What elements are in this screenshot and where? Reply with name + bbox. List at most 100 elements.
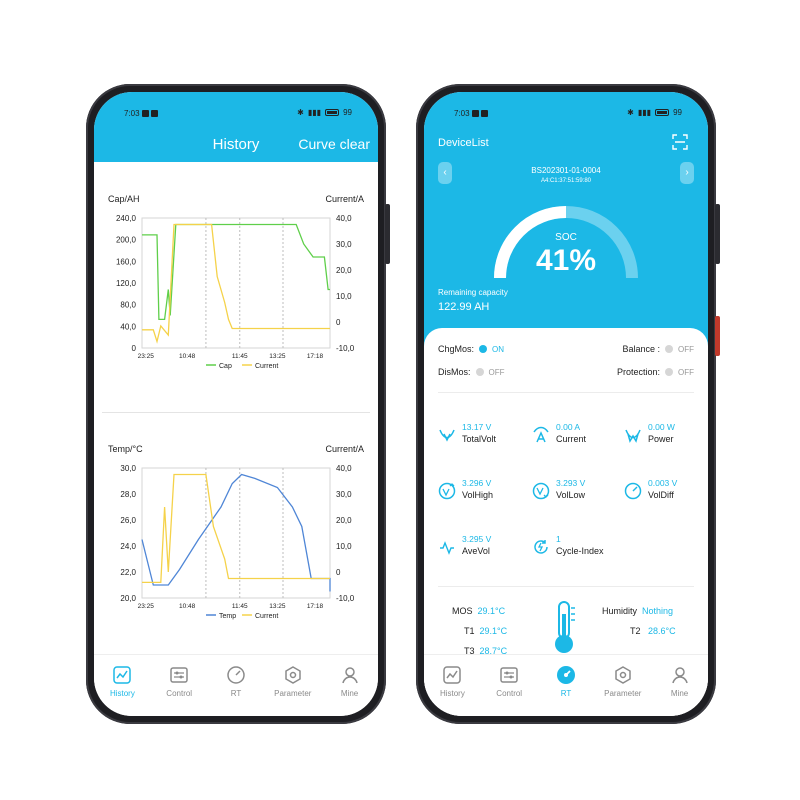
battery-level: 99: [673, 108, 682, 117]
vol-high-icon: [438, 482, 456, 500]
metric-label: VolHigh: [462, 490, 494, 500]
balance-row: Balance : OFF: [622, 344, 694, 354]
protection-row: Protection: OFF: [617, 367, 694, 377]
t3-temp: T3 28.7°C: [464, 646, 508, 656]
soc-value: 41%: [535, 244, 597, 277]
plot-frame: [141, 467, 331, 599]
total-volt-icon: [439, 429, 455, 442]
history-header: History Curve clear: [94, 92, 378, 162]
device-list-button[interactable]: DeviceList: [438, 137, 489, 149]
side-button: [385, 204, 390, 264]
tab-label: Mine: [340, 689, 359, 698]
left-tick-label: 24,0: [120, 542, 136, 551]
tab-control[interactable]: Control: [481, 665, 538, 716]
cap-current-chart: 240,0 200,0 160,0 120,0 80,0 40,0 0 40,0 30,0 20,…: [116, 214, 355, 370]
temp-current-chart: 30,0 28,0 26,0 24,0 22,0 20,0 40,0 30,0 20,0 10,0…: [120, 464, 355, 620]
rt-gauge-icon: [556, 666, 575, 684]
thermometer-icon: [555, 601, 575, 653]
t2-temp: T2 28.6°C: [630, 626, 676, 636]
chart2-left-axis-label: Temp/°C: [108, 444, 143, 454]
next-device-button[interactable]: ›: [680, 162, 694, 184]
metric-label: VolDiff: [648, 490, 674, 500]
right-tick-label: 30,0: [336, 490, 352, 499]
chart1-right-axis-label: Current/A: [325, 194, 364, 204]
soc-gauge-fill: [494, 206, 567, 279]
section-divider: [438, 392, 694, 393]
chart1-left-axis-label: Cap/AH: [108, 194, 140, 204]
signal-icon: ▮▮▮: [307, 108, 322, 117]
history-icon: [113, 666, 132, 684]
metric-label: Power: [648, 434, 674, 444]
left-tick-label: 30,0: [120, 464, 136, 473]
metric-label: Current: [556, 434, 587, 444]
phone-history: History Curve clear 7:03 ✱ ▮▮▮ 99 Cap/AH C…: [86, 84, 390, 724]
chgmos-state: ON: [492, 344, 505, 354]
chart2-right-axis-label: Current/A: [325, 444, 364, 454]
status-bar: 7:03 ✱ ▮▮▮ 99: [424, 92, 708, 132]
tab-label: RT: [230, 689, 242, 698]
bluetooth-icon: ✱: [297, 108, 304, 117]
ave-vol-icon: [440, 541, 454, 555]
x-tick-label: 10:48: [179, 603, 196, 610]
battery-icon: [325, 109, 340, 116]
metric-value: 13.17 V: [462, 422, 492, 432]
right-tick-label: 10,0: [336, 542, 352, 551]
bottom-tab-bar: History Control RT Parameter Mine: [94, 654, 378, 716]
right-tick-label: -10,0: [336, 594, 355, 603]
metric-vollow: 3.293 V VolLow: [532, 478, 622, 510]
chgmos-toggle[interactable]: [479, 345, 488, 353]
series-line-current: [142, 223, 330, 344]
left-tick-label: 200,0: [116, 236, 137, 245]
right-tick-label: 10,0: [336, 292, 352, 301]
right-tick-label: 20,0: [336, 516, 352, 525]
tab-label: Control: [496, 689, 523, 698]
tab-history[interactable]: History: [424, 665, 481, 716]
tab-label: Parameter: [274, 689, 312, 698]
bluetooth-icon: ✱: [627, 108, 634, 117]
rt-gauge-icon: [227, 666, 245, 684]
dismos-toggle[interactable]: [475, 368, 484, 376]
left-tick-label: 40,0: [120, 322, 136, 331]
tab-mine[interactable]: Mine: [321, 665, 378, 716]
metric-avevol: 3.295 V AveVol: [438, 534, 528, 566]
right-tick-label: 0: [336, 568, 341, 577]
tab-parameter[interactable]: Parameter: [594, 665, 651, 716]
curve-clear-button[interactable]: Curve clear: [298, 136, 370, 152]
metric-value: 0.00 A: [556, 422, 581, 432]
realtime-panel: ChgMos: ON DisMos: OFF Balance : OFF Pro…: [424, 328, 708, 716]
x-tick-label: 11:45: [232, 603, 248, 610]
metric-volhigh: 3.296 V VolHigh: [438, 478, 528, 510]
left-tick-label: 80,0: [120, 301, 136, 310]
protection-label: Protection:: [616, 367, 660, 377]
previous-device-button[interactable]: ‹: [438, 162, 452, 184]
tab-history[interactable]: History: [94, 665, 151, 716]
dismos-row: DisMos: OFF: [438, 367, 505, 377]
status-time: 7:03: [124, 109, 158, 118]
tab-label: History: [109, 689, 135, 698]
metric-label: TotalVolt: [462, 434, 497, 444]
bottom-tab-bar: History Control RT Parameter Mine: [424, 654, 708, 716]
metric-value: 3.296 V: [462, 478, 492, 488]
device-mac: A4:C1:37:51:59:80: [540, 178, 592, 184]
tab-mine[interactable]: Mine: [651, 665, 708, 716]
right-tick-label: 20,0: [336, 266, 352, 275]
tab-control[interactable]: Control: [151, 665, 208, 716]
protection-toggle[interactable]: [665, 368, 673, 376]
tab-rt[interactable]: RT: [538, 665, 595, 716]
page-title: History: [212, 136, 260, 153]
right-tick-label: 40,0: [336, 464, 352, 473]
left-tick-label: 20,0: [120, 594, 136, 603]
phone-realtime: DeviceList ‹ › BS202301-01-0004 A4:C1:37…: [416, 84, 720, 724]
tab-label: History: [439, 689, 465, 698]
metric-totalvolt: 13.17 V TotalVolt: [438, 422, 528, 454]
tab-parameter[interactable]: Parameter: [264, 665, 321, 716]
metric-value: 0.00 W: [648, 422, 675, 432]
balance-toggle[interactable]: [665, 345, 673, 353]
device-name: BS202301-01-0004: [531, 166, 601, 175]
tab-label: Mine: [670, 689, 689, 698]
tab-rt[interactable]: RT: [208, 665, 265, 716]
series-line-cap: [142, 223, 330, 321]
realtime-header: DeviceList ‹ › BS202301-01-0004 A4:C1:37…: [424, 92, 708, 352]
balance-state: OFF: [678, 344, 694, 354]
scan-icon[interactable]: [672, 134, 688, 150]
